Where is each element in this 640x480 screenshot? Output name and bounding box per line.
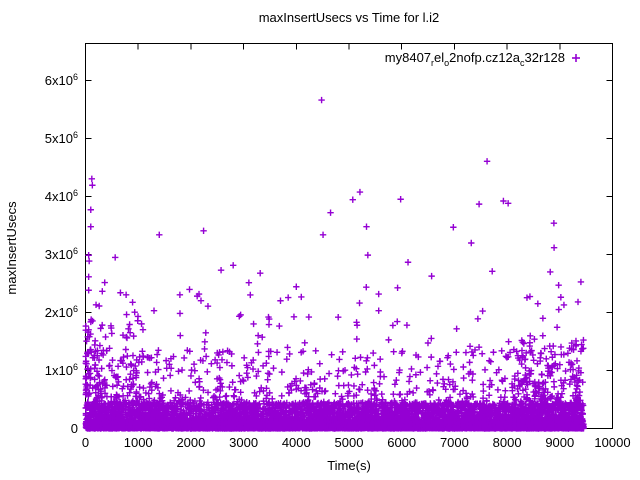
x-tick-label-2: 2000 [176, 435, 205, 450]
x-tick-label-10: 10000 [594, 435, 630, 450]
y-tick-2: 2x106 [45, 304, 613, 320]
x-tick-label-5: 5000 [335, 435, 364, 450]
x-tick-10: 10000 [594, 43, 631, 450]
y-tick-1: 1x106 [45, 362, 613, 378]
y-tick-5: 5x106 [45, 130, 613, 146]
y-tick-label-2: 2x106 [45, 304, 78, 320]
legend-marker-plus-icon [572, 54, 580, 62]
x-axis-ticks: 0 1000 2000 3000 4000 [82, 43, 631, 450]
y-tick-label-4: 4x106 [45, 188, 78, 204]
legend-label: my8407relo2nofp.cz12ac32r128 [385, 50, 565, 68]
y-axis-label: maxInsertUsecs [4, 201, 19, 295]
y-tick-3: 3x106 [45, 246, 613, 262]
y-tick-label-3: 3x106 [45, 246, 78, 262]
y-axis-ticks: 0 1x106 2x106 3x106 4x106 [45, 72, 613, 436]
x-tick-label-7: 7000 [440, 435, 469, 450]
y-tick-label-0: 0 [71, 421, 78, 436]
legend: my8407relo2nofp.cz12ac32r128 [385, 50, 580, 68]
y-tick-label-1: 1x106 [45, 362, 78, 378]
x-tick-label-3: 3000 [229, 435, 258, 450]
y-tick-4: 4x106 [45, 188, 613, 204]
chart-title: maxInsertUsecs vs Time for l.i2 [259, 10, 440, 25]
x-tick-label-9: 9000 [545, 435, 574, 450]
x-tick-label-4: 4000 [282, 435, 311, 450]
scatter-points [82, 96, 587, 432]
x-tick-label-8: 8000 [493, 435, 522, 450]
x-tick-label-6: 6000 [387, 435, 416, 450]
y-tick-label-5: 5x106 [45, 130, 78, 146]
x-tick-label-0: 0 [82, 435, 89, 450]
x-axis-label: Time(s) [327, 458, 371, 473]
x-tick-label-1: 1000 [124, 435, 153, 450]
y-tick-6: 6x106 [45, 72, 613, 88]
y-tick-label-6: 6x106 [45, 72, 78, 88]
